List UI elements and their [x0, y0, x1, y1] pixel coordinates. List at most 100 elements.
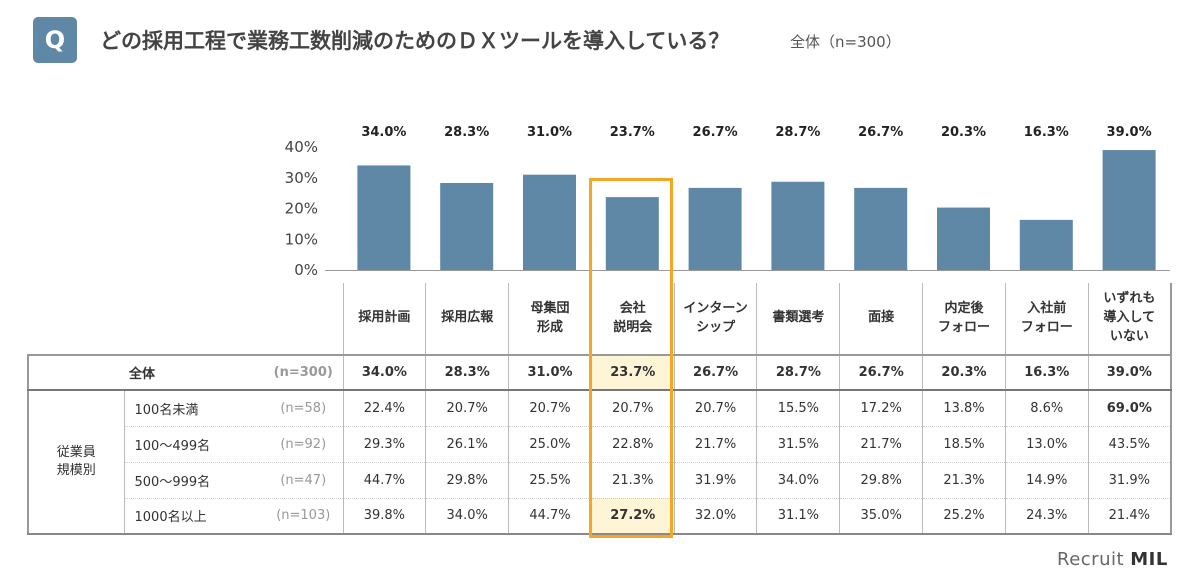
cell: 23.7%	[590, 354, 675, 391]
cell: 21.3%	[590, 462, 675, 499]
cell: 25.5%	[508, 462, 592, 499]
column-header: 入社前 フォロー	[1004, 283, 1089, 355]
blank-header	[28, 283, 343, 355]
cell: 21.7%	[839, 426, 923, 463]
data-label: 34.0%	[361, 125, 406, 140]
y-tick-label: 20%	[285, 200, 318, 218]
data-label: 28.3%	[444, 125, 489, 140]
data-label: 26.7%	[858, 125, 903, 140]
cell: 25.2%	[922, 498, 1006, 535]
data-label: 20.3%	[941, 125, 986, 140]
cell: 15.5%	[756, 390, 840, 427]
cell: 20.7%	[508, 390, 592, 427]
bar	[1019, 219, 1073, 270]
column-header: 書類選考	[756, 283, 840, 355]
cell: 31.1%	[756, 498, 840, 535]
data-table: 採用計画 採用広報 母集団 形成 会社 説明会 インターン シップ 書類選考 面接 内定後 フォロー入…	[27, 283, 1172, 535]
cell: 27.2%	[590, 498, 675, 535]
bar	[1102, 150, 1156, 270]
cell: 31.5%	[756, 426, 840, 463]
bar	[440, 182, 494, 270]
group-label: 従業員 規模別	[27, 390, 124, 535]
cell: 16.3%	[1004, 354, 1089, 391]
logo: Recruit MIL	[1057, 549, 1168, 570]
data-label: 31.0%	[527, 125, 572, 140]
bar	[605, 197, 659, 270]
sample-size-subtitle: 全体（n=300）	[790, 33, 901, 51]
cell: 13.8%	[922, 390, 1006, 427]
cell: 17.2%	[839, 390, 923, 427]
cell: 34.0%	[425, 498, 509, 535]
y-tick-label: 0%	[294, 261, 318, 279]
cell: 29.3%	[342, 426, 426, 463]
bar	[357, 165, 411, 270]
cell: 39.8%	[342, 498, 426, 535]
bar	[771, 181, 825, 270]
cell: 44.7%	[342, 462, 426, 499]
cell: 26.7%	[839, 354, 923, 391]
cell: 21.3%	[922, 462, 1006, 499]
bar	[688, 187, 742, 270]
bar	[523, 174, 576, 270]
data-label: 39.0%	[1107, 125, 1152, 140]
cell: 21.7%	[673, 426, 757, 463]
cell: 34.0%	[342, 354, 426, 391]
row-n: (n=58)	[264, 390, 343, 427]
row-label: 100〜499名	[123, 426, 264, 463]
column-header: 採用広報	[425, 283, 509, 355]
row-n: (n=92)	[264, 426, 343, 463]
data-label: 26.7%	[693, 125, 738, 140]
cell: 29.8%	[839, 462, 923, 499]
cell: 22.8%	[590, 426, 675, 463]
column-header: 面接	[839, 283, 923, 355]
cell: 18.5%	[922, 426, 1006, 463]
cell: 26.7%	[673, 354, 757, 391]
cell: 28.7%	[756, 354, 840, 391]
column-header: 内定後 フォロー	[922, 283, 1006, 355]
cell: 29.8%	[425, 462, 509, 499]
cell: 31.0%	[508, 354, 592, 391]
question-badge: Q	[33, 17, 77, 63]
cell: 13.0%	[1004, 426, 1089, 463]
column-header: いずれも 導入して いない	[1087, 283, 1172, 355]
cell: 35.0%	[839, 498, 923, 535]
cell: 20.7%	[425, 390, 509, 427]
cell: 25.0%	[508, 426, 592, 463]
data-label: 16.3%	[1024, 125, 1069, 140]
column-header: 母集団 形成	[508, 283, 592, 355]
cell: 8.6%	[1004, 390, 1089, 427]
cell: 20.3%	[922, 354, 1006, 391]
column-header: 会社 説明会	[590, 283, 675, 355]
cell: 39.0%	[1087, 354, 1172, 391]
cell: 20.7%	[673, 390, 757, 427]
column-header: 採用計画	[342, 283, 426, 355]
cell: 69.0%	[1087, 390, 1172, 427]
row-label: 500〜999名	[123, 462, 264, 499]
y-tick-label: 10%	[285, 230, 318, 248]
cell: 44.7%	[508, 498, 592, 535]
cell: 22.4%	[342, 390, 426, 427]
row-label: 全体	[27, 354, 264, 391]
cell: 31.9%	[673, 462, 757, 499]
row-n: (n=300)	[264, 354, 343, 391]
page-title: どの採用工程で業務工数削減のためのＤＸツールを導入している？	[100, 29, 730, 53]
bar-chart: 0% 10% 20% 30% 40% 34.0% 28.3% 31.0% 23.7% 26.7% 2…	[285, 125, 1170, 279]
bar	[854, 187, 908, 270]
row-label: 1000名以上	[123, 498, 264, 535]
cell: 43.5%	[1087, 426, 1172, 463]
y-tick-label: 40%	[285, 138, 318, 156]
column-header: インターン シップ	[673, 283, 757, 355]
row-n: (n=103)	[264, 498, 343, 535]
bar	[937, 207, 990, 270]
row-label: 100名未満	[123, 390, 264, 427]
cell: 26.1%	[425, 426, 509, 463]
cell: 24.3%	[1004, 498, 1089, 535]
row-n: (n=47)	[264, 462, 343, 499]
y-tick-label: 30%	[285, 169, 318, 187]
cell: 28.3%	[425, 354, 509, 391]
cell: 14.9%	[1004, 462, 1089, 499]
cell: 32.0%	[673, 498, 757, 535]
cell: 31.9%	[1087, 462, 1172, 499]
cell: 21.4%	[1087, 498, 1172, 535]
data-label: 23.7%	[610, 125, 655, 140]
